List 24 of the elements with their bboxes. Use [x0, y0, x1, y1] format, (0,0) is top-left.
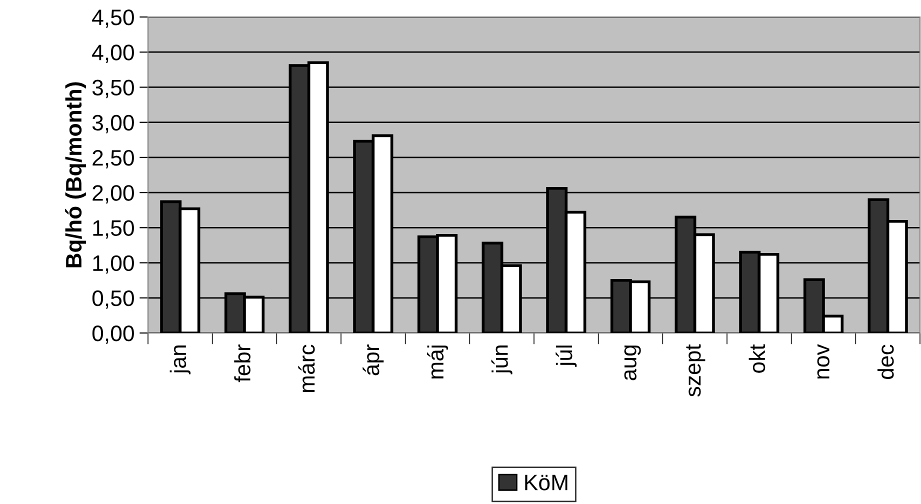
y-axis-title: Bq/hó (Bq/month)	[65, 82, 86, 268]
y-tick-label: 3,50	[92, 80, 134, 98]
x-tick-label: márc	[298, 344, 315, 392]
y-tick-label: 1,50	[93, 220, 134, 239]
legend-label: KöM	[525, 474, 568, 490]
y-tick-label: 4,50	[92, 10, 134, 28]
y-tick-label: 3,00	[92, 114, 134, 134]
y-tick-label: 4,00	[92, 44, 134, 64]
y-tick-label: 2,00	[92, 185, 134, 204]
x-tick-label: dec	[877, 344, 894, 380]
x-tick-label: máj	[427, 346, 448, 378]
x-tick-label: júl	[556, 346, 577, 367]
y-tick-label: 2,50	[92, 150, 134, 168]
x-tick-label: febr	[234, 344, 250, 382]
y-tick-label: 0,00	[92, 326, 134, 344]
x-tick-label: jún	[491, 346, 512, 374]
x-tick-label: nov	[817, 344, 830, 378]
x-tick-label: szept	[686, 344, 706, 397]
x-tick-label: aug	[624, 346, 641, 380]
x-tick-label: jan	[170, 346, 191, 374]
y-tick-label: 0,50	[92, 290, 134, 309]
y-tick-label: 1,00	[93, 255, 134, 274]
x-tick-label: okt	[748, 344, 766, 373]
x-tick-label: ápr	[362, 344, 384, 376]
